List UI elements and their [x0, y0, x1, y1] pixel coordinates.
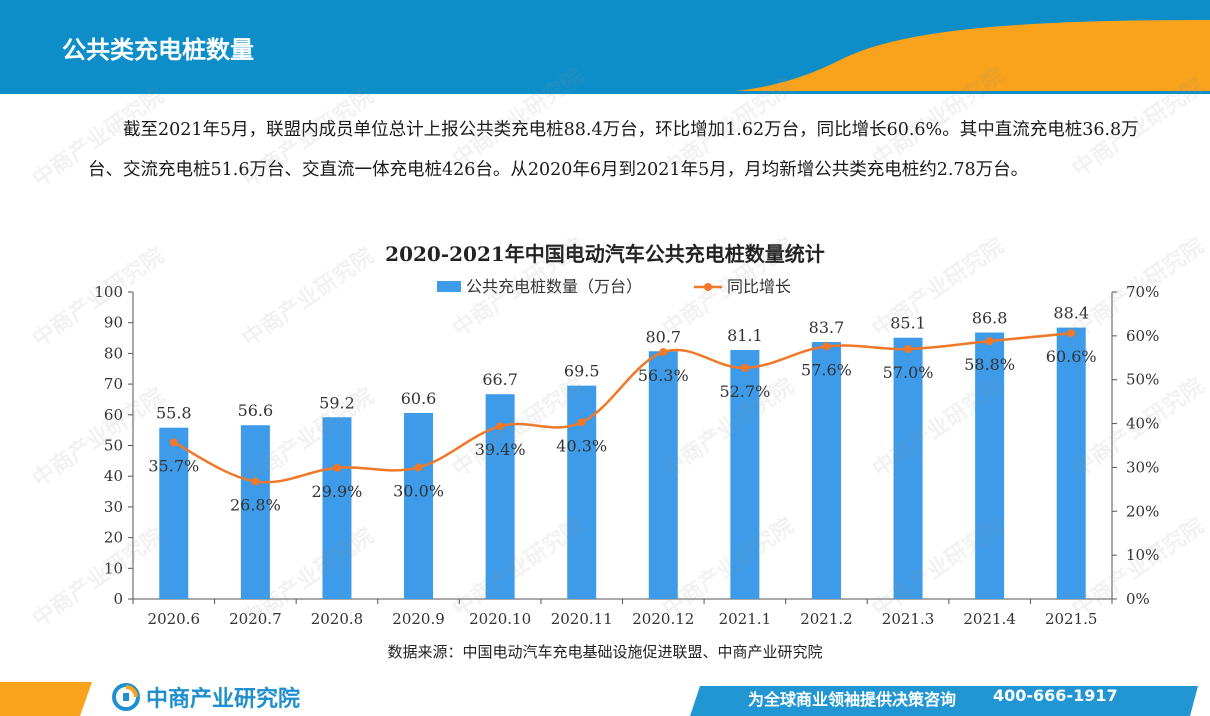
- bar: [975, 332, 1005, 599]
- y-left-tick-label: 40: [104, 467, 123, 485]
- y-right-tick-label: 50%: [1126, 371, 1159, 389]
- bar-value-label: 86.8: [972, 309, 1008, 328]
- bar: [811, 342, 841, 599]
- y-right-tick-label: 20%: [1126, 502, 1159, 520]
- footer-slogan: 为全球商业领袖提供决策咨询: [748, 690, 957, 709]
- growth-point: [1067, 329, 1076, 338]
- y-left-tick-label: 90: [104, 314, 123, 332]
- y-right-tick-label: 0%: [1126, 590, 1150, 608]
- bar-value-label: 59.2: [319, 393, 355, 412]
- legend-line-label: 同比增长: [727, 277, 791, 296]
- growth-point: [577, 418, 586, 427]
- legend-bar-label: 公共充电桩数量（万台）: [466, 277, 642, 296]
- bar: [159, 427, 189, 599]
- x-tick-label: 2021.5: [1045, 610, 1098, 628]
- growth-value-label: 52.7%: [719, 382, 770, 401]
- slide-title: 公共类充电桩数量: [62, 36, 254, 64]
- chart-title: 2020-2021年中国电动汽车公共充电桩数量统计: [385, 242, 825, 266]
- y-right-tick-label: 70%: [1126, 283, 1159, 301]
- x-tick-label: 2020.7: [229, 610, 282, 628]
- growth-line: [173, 331, 1072, 484]
- intro-paragraph: 截至2021年5月，联盟内成员单位总计上报公共类充电桩88.4万台，环比增加1.…: [88, 120, 1139, 180]
- growth-value-label: 40.3%: [556, 436, 607, 455]
- bar-value-label: 80.7: [645, 327, 681, 346]
- growth-point: [659, 348, 668, 357]
- growth-value-label: 26.8%: [230, 495, 281, 514]
- logo-text: 中商产业研究院: [146, 687, 301, 712]
- combo-chart: 0 10 20 30 40 50 60 70 80 90 100 0% 10% 20% 30% 40% 50% 6…: [94, 277, 1159, 628]
- footer-phone: 400-666-1917: [993, 686, 1118, 705]
- logo-icon: [112, 683, 140, 711]
- growth-value-label: 60.6%: [1046, 347, 1097, 366]
- growth-value-label: 39.4%: [475, 440, 526, 459]
- x-tick-label: 2021.2: [800, 610, 853, 628]
- growth-point: [496, 422, 505, 431]
- bar-value-label: 56.6: [238, 401, 274, 420]
- growth-point: [822, 342, 831, 351]
- bar-value-label: 69.5: [564, 362, 600, 381]
- bar-value-label: 55.8: [156, 404, 192, 423]
- x-tick-label: 2020.10: [469, 610, 531, 628]
- bar: [648, 351, 678, 599]
- header-shape: [0, 0, 1210, 96]
- bar: [240, 425, 270, 599]
- growth-value-label: 58.8%: [964, 355, 1015, 374]
- y-right-tick-label: 10%: [1126, 546, 1159, 564]
- y-left-tick-label: 80: [104, 344, 123, 362]
- bar-value-label: 81.1: [727, 326, 763, 345]
- y-left-tick-label: 30: [104, 498, 123, 516]
- y-right-tick-label: 30%: [1126, 458, 1159, 476]
- bar-value-label: 66.7: [482, 370, 518, 389]
- x-tick-label: 2020.9: [392, 610, 445, 628]
- x-tick-label: 2020.12: [632, 610, 694, 628]
- x-tick-label: 2021.3: [882, 610, 935, 628]
- x-tick-label: 2021.1: [719, 610, 772, 628]
- bar: [730, 350, 760, 599]
- x-tick-label: 2020.6: [148, 610, 201, 628]
- bar: [893, 337, 923, 599]
- growth-value-label: 30.0%: [393, 481, 444, 500]
- y-left-tick-label: 100: [94, 283, 123, 301]
- footer-banner: [0, 682, 1210, 716]
- bar: [1056, 327, 1086, 599]
- x-tick-label: 2020.8: [311, 610, 364, 628]
- bar-value-label: 60.6: [401, 389, 437, 408]
- growth-point: [332, 463, 341, 472]
- growth-value-label: 56.3%: [638, 366, 689, 385]
- growth-point: [904, 345, 913, 354]
- bar-value-label: 88.4: [1053, 304, 1089, 323]
- growth-point: [740, 363, 749, 372]
- bar-value-label: 83.7: [809, 318, 845, 337]
- company-logo: 中商产业研究院: [112, 683, 301, 712]
- y-left-tick-label: 70: [104, 375, 123, 393]
- y-left-tick-label: 50: [104, 437, 123, 455]
- legend-bar-swatch: [437, 281, 461, 292]
- growth-value-label: 57.0%: [883, 363, 934, 382]
- growth-value-label: 29.9%: [312, 482, 363, 501]
- growth-point: [251, 477, 260, 486]
- bar: [404, 412, 434, 599]
- y-left-tick-label: 0: [113, 590, 123, 608]
- legend-line-marker: [704, 283, 712, 291]
- source-note: 数据来源：中国电动汽车充电基础设施促进联盟、中商产业研究院: [387, 643, 823, 661]
- y-left-tick-label: 10: [104, 559, 123, 577]
- y-left-tick-label: 60: [104, 406, 123, 424]
- header-banner: 公共类充电桩数量: [0, 0, 1210, 96]
- growth-point: [414, 463, 423, 472]
- x-tick-label: 2021.4: [963, 610, 1016, 628]
- bar-value-label: 85.1: [890, 314, 926, 333]
- y-left-tick-label: 20: [104, 529, 123, 547]
- y-right-tick-label: 60%: [1126, 327, 1159, 345]
- growth-point: [985, 337, 994, 346]
- bar: [322, 417, 352, 599]
- footer-shape: [0, 682, 1198, 716]
- x-tick-label: 2020.11: [551, 610, 613, 628]
- growth-point: [169, 438, 178, 447]
- growth-value-label: 35.7%: [148, 456, 199, 475]
- y-right-tick-label: 40%: [1126, 415, 1159, 433]
- growth-value-label: 57.6%: [801, 360, 852, 379]
